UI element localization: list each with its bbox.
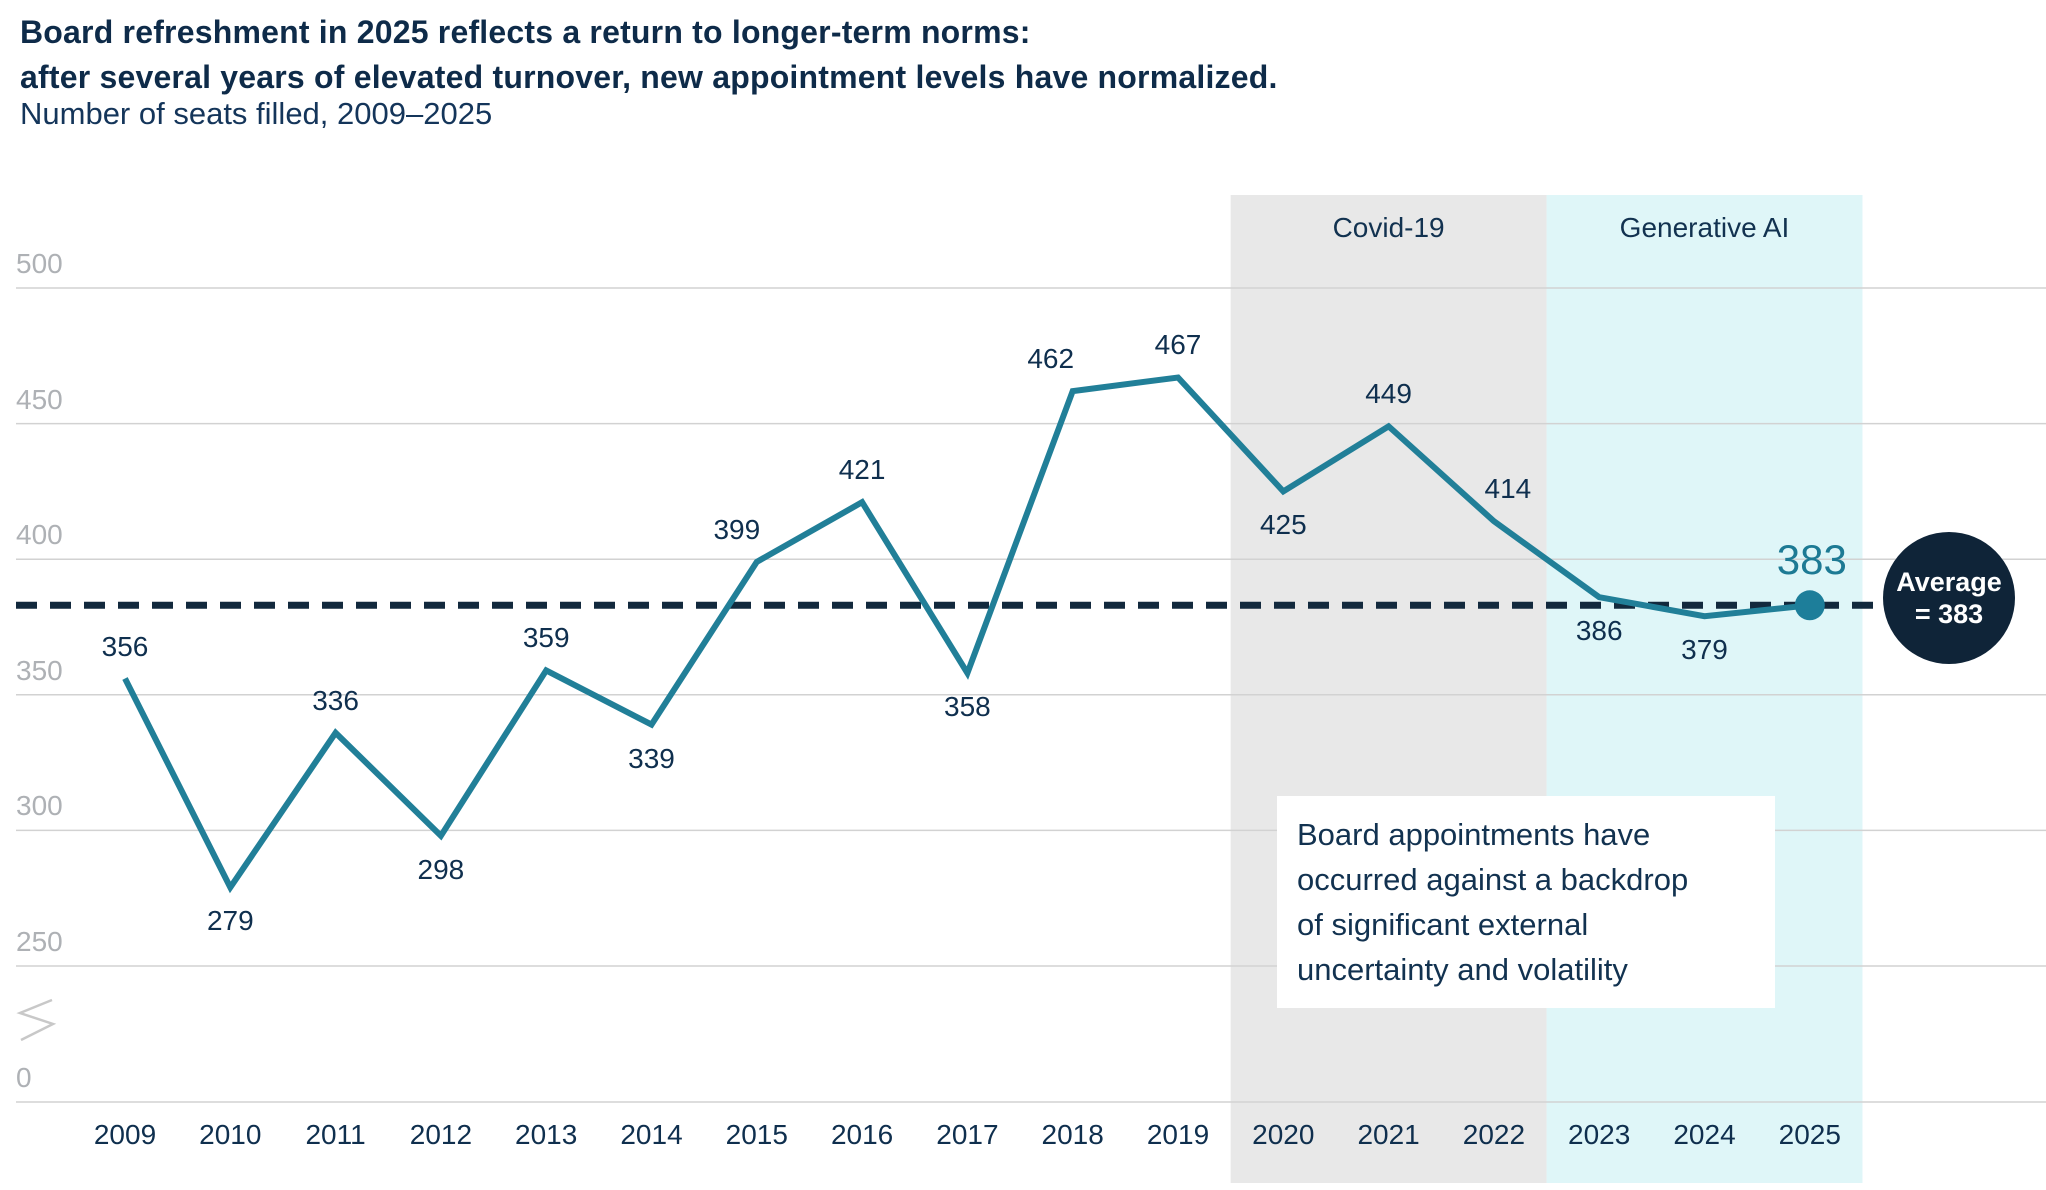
value-label-2020: 425 [1259, 509, 1307, 541]
value-label-2021: 449 [1365, 378, 1412, 410]
chart-subtitle: Number of seats filled, 2009–2025 [20, 96, 493, 131]
value-label-2023: 386 [1575, 615, 1623, 647]
x-tick-2016: 2016 [830, 1119, 894, 1150]
x-tick-2021: 2021 [1357, 1119, 1420, 1150]
chart-title-line1: Board refreshment in 2025 reflects a ret… [20, 14, 1031, 50]
x-tick-2022: 2022 [1462, 1119, 1526, 1150]
x-tick-2025: 2025 [1778, 1119, 1841, 1150]
average-badge-line1: Average [1896, 567, 2002, 597]
value-label-2014: 339 [628, 742, 675, 774]
x-tick-2015: 2015 [725, 1119, 788, 1150]
average-badge: Average = 383 [1883, 532, 2015, 664]
final-value-callout: 383 [1776, 536, 1847, 584]
value-label-2015: 399 [713, 513, 761, 545]
x-tick-2017: 2017 [936, 1119, 999, 1150]
x-tick-2009: 2009 [93, 1119, 157, 1150]
x-tick-2018: 2018 [1041, 1119, 1104, 1150]
chart-title: Board refreshment in 2025 reflects a ret… [20, 10, 1278, 100]
value-label-2009: 356 [101, 630, 149, 662]
x-tick-2023: 2023 [1568, 1119, 1631, 1150]
value-label-2017: 358 [944, 691, 991, 723]
y-tick-500: 500 [16, 248, 63, 279]
chart-title-line2: after several years of elevated turnover… [20, 59, 1278, 95]
generative-ai-band [1546, 195, 1863, 1183]
x-tick-2013: 2013 [515, 1119, 578, 1150]
x-tick-2014: 2014 [620, 1119, 683, 1150]
value-label-2019: 467 [1154, 329, 1202, 361]
final-point-marker [1794, 590, 1825, 621]
value-label-2022: 414 [1484, 473, 1532, 505]
value-label-2013: 359 [522, 622, 570, 654]
y-tick-450: 450 [16, 383, 63, 415]
value-label-2011: 336 [312, 684, 359, 716]
y-tick-350: 350 [16, 654, 63, 686]
y-tick-300: 300 [16, 790, 63, 822]
annotation-line: occurred against a backdrop [1297, 862, 1689, 897]
value-label-2016: 421 [838, 454, 886, 486]
value-label-2018: 462 [1027, 343, 1075, 375]
x-tick-2024: 2024 [1673, 1119, 1736, 1150]
axis-break-icon [16, 998, 57, 1042]
x-tick-2011: 2011 [305, 1119, 366, 1150]
x-tick-2020: 2020 [1252, 1119, 1315, 1150]
value-label-2024: 379 [1681, 634, 1728, 666]
annotation-line: uncertainty and volatility [1297, 952, 1628, 987]
y-tick-400: 400 [16, 519, 63, 551]
covid-band [1230, 195, 1547, 1183]
band-label-covid: Covid-19 [1332, 212, 1445, 243]
value-label-2012: 298 [417, 853, 465, 885]
x-tick-2012: 2012 [409, 1119, 473, 1150]
x-tick-2010: 2010 [199, 1119, 262, 1150]
annotation-line: Board appointments have [1297, 817, 1651, 852]
average-badge-line2: = 383 [1914, 599, 1984, 629]
band-label-generative-ai: Generative AI [1619, 212, 1790, 243]
seats-filled-line [122, 374, 1811, 894]
y-tick-0: 0 [16, 1062, 32, 1093]
value-label-2010: 279 [206, 905, 254, 937]
y-tick-250: 250 [16, 926, 63, 957]
annotation-line: of significant external [1297, 907, 1589, 942]
x-tick-2019: 2019 [1146, 1119, 1210, 1150]
annotation-box: Board appointments have occurred against… [1277, 796, 1775, 1008]
